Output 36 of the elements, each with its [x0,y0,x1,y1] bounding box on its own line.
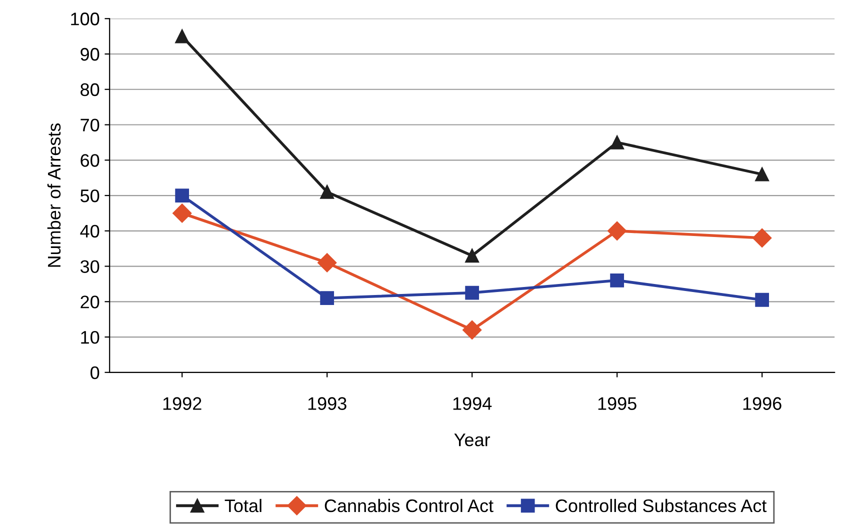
x-tick-label: 1993 [308,397,346,410]
legend-label: Cannabis Control Act [324,498,494,512]
x-tick-label: 1994 [453,397,492,410]
y-axis-title: Number of Arrests [47,123,61,267]
y-tick-label: 50 [80,189,100,202]
y-tick-label: 10 [81,330,100,344]
x-tick-label: 1996 [743,397,782,410]
point [755,167,770,182]
point [318,253,337,272]
point [610,273,624,288]
point [465,286,480,300]
y-tick-label: 20 [80,296,100,308]
y-tick-label: 100 [71,12,100,26]
y-tick-label: 90 [80,48,100,61]
legend-label: Total [224,498,262,512]
x-axis-title: Year [454,434,490,446]
point [608,221,627,240]
y-tick-label: 30 [80,260,100,273]
point [752,228,772,248]
y-tick-label: 80 [80,83,100,96]
point [462,320,482,340]
point [610,136,624,150]
y-tick-label: 60 [80,154,100,167]
x-tick-label: 1992 [163,397,202,410]
point [465,248,480,263]
point [175,188,190,202]
x-tick-label: 1995 [598,397,636,410]
y-tick-label: 0 [90,366,100,380]
y-tick-label: 70 [80,118,100,132]
point [320,185,334,199]
point [175,29,190,44]
y-tick-label: 40 [80,224,100,238]
point [172,204,192,223]
point [320,291,334,306]
point [755,292,770,307]
legend-label: Controlled Substances Act [556,498,767,512]
